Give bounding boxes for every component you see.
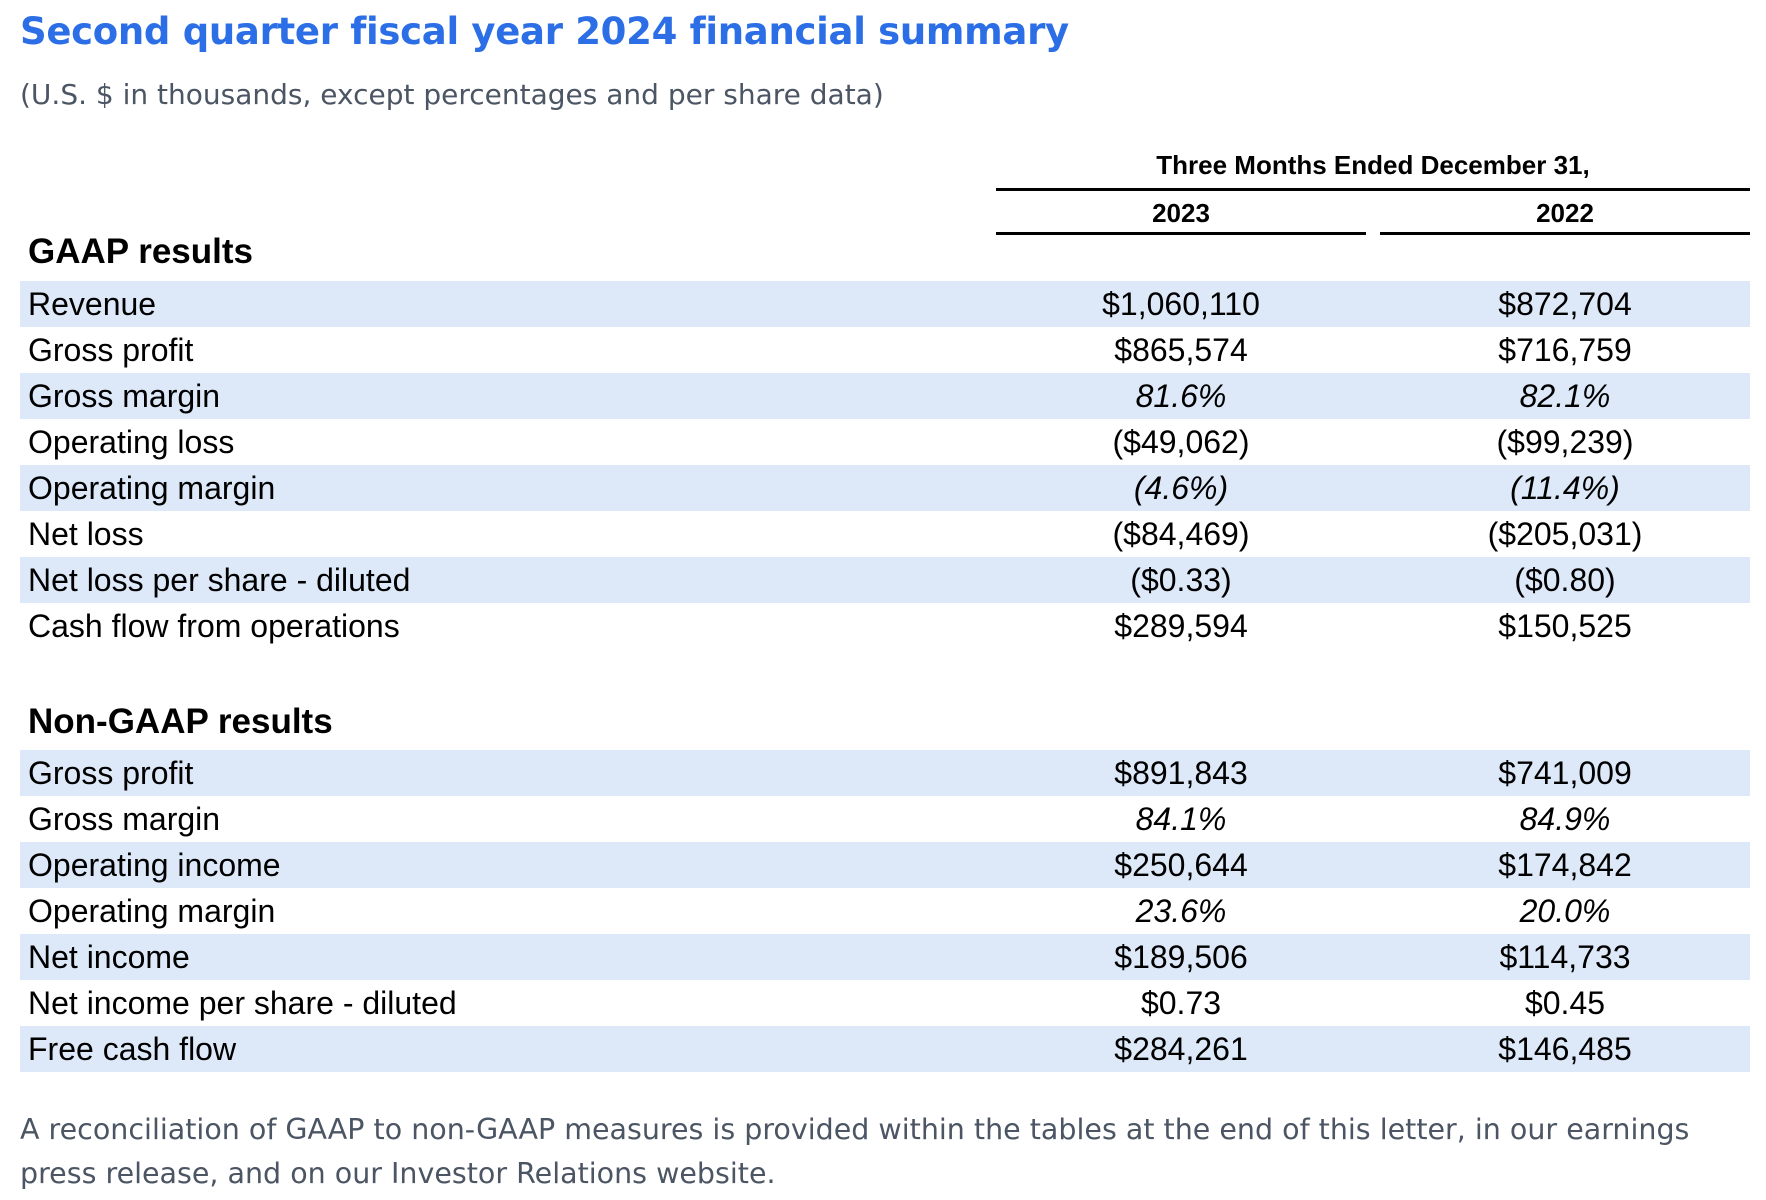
row-label: Gross margin: [28, 378, 221, 414]
table-row: Gross profit $891,843 $741,009: [20, 750, 1750, 796]
units-subtitle: (U.S. $ in thousands, except percentages…: [20, 78, 884, 111]
value-2023: $250,644: [1114, 847, 1248, 883]
row-label: Net income: [28, 939, 190, 975]
page-title: Second quarter fiscal year 2024 financia…: [20, 10, 1069, 53]
table-row: Operating income $250,644 $174,842: [20, 842, 1750, 888]
value-2022: $150,525: [1498, 608, 1632, 644]
table-row: Revenue $1,060,110 $872,704: [20, 281, 1750, 327]
table-row: Operating margin 23.6% 20.0%: [20, 888, 1750, 934]
value-2023: (4.6%): [1133, 470, 1229, 506]
value-2023: $891,843: [1114, 755, 1248, 791]
table-row: Net income $189,506 $114,733: [20, 934, 1750, 980]
row-label: Free cash flow: [28, 1031, 237, 1067]
row-label: Cash flow from operations: [28, 608, 400, 644]
value-2022: 84.9%: [1519, 801, 1611, 837]
column-header-2023: 2023: [1152, 198, 1210, 228]
table-row: Gross profit $865,574 $716,759: [20, 327, 1750, 373]
period-header: Three Months Ended December 31,: [1156, 150, 1590, 180]
gaap-section-title: GAAP results: [28, 232, 253, 271]
row-label: Operating income: [28, 847, 281, 883]
row-label: Revenue: [28, 286, 157, 322]
value-2023: $0.73: [1140, 985, 1222, 1021]
value-2022: ($99,239): [1496, 424, 1634, 460]
row-label: Operating margin: [28, 893, 276, 929]
table-row: Operating loss ($49,062) ($99,239): [20, 419, 1750, 465]
value-2022: 20.0%: [1519, 893, 1611, 929]
value-2022: $741,009: [1498, 755, 1632, 791]
value-2022: 82.1%: [1519, 378, 1611, 414]
value-2022: $174,842: [1498, 847, 1632, 883]
table-row: Operating margin (4.6%) (11.4%): [20, 465, 1750, 511]
row-label: Gross profit: [28, 332, 194, 368]
row-label: Net loss: [28, 516, 144, 552]
value-2022: ($205,031): [1487, 516, 1643, 552]
value-2022: $716,759: [1498, 332, 1632, 368]
row-label: Net income per share - diluted: [28, 985, 457, 1021]
table-row: Free cash flow $284,261 $146,485: [20, 1026, 1750, 1072]
column-rule-2022: [1380, 232, 1750, 235]
value-2022: $146,485: [1498, 1031, 1632, 1067]
table-row: Gross margin 81.6% 82.1%: [20, 373, 1750, 419]
value-2023: $865,574: [1114, 332, 1248, 368]
table-row: Net loss ($84,469) ($205,031): [20, 511, 1750, 557]
table-row: Net loss per share - diluted ($0.33) ($0…: [20, 557, 1750, 603]
non-gaap-table: Gross profit $891,843 $741,009 Gross mar…: [20, 750, 1750, 1072]
row-label: Gross profit: [28, 755, 194, 791]
gaap-table: Revenue $1,060,110 $872,704 Gross profit…: [20, 281, 1750, 649]
non-gaap-section-title: Non-GAAP results: [28, 702, 333, 741]
reconciliation-footnote: A reconciliation of GAAP to non-GAAP mea…: [20, 1113, 1690, 1190]
value-2023: ($0.33): [1130, 562, 1232, 598]
value-2023: ($49,062): [1112, 424, 1250, 460]
value-2023: 23.6%: [1135, 893, 1227, 929]
column-header-2022: 2022: [1536, 198, 1594, 228]
value-2022: $872,704: [1498, 286, 1632, 322]
value-2023: ($84,469): [1112, 516, 1250, 552]
value-2022: ($0.80): [1514, 562, 1616, 598]
column-rule-2023: [996, 232, 1366, 235]
row-label: Net loss per share - diluted: [28, 562, 411, 598]
value-2023: $1,060,110: [1102, 286, 1260, 322]
value-2023: $284,261: [1114, 1031, 1248, 1067]
row-label: Operating loss: [28, 424, 235, 460]
value-2022: $0.45: [1524, 985, 1606, 1021]
value-2022: (11.4%): [1510, 470, 1620, 506]
period-header-rule: [996, 188, 1750, 191]
table-row: Cash flow from operations $289,594 $150,…: [20, 603, 1750, 649]
value-2023: $289,594: [1114, 608, 1248, 644]
value-2023: 81.6%: [1135, 378, 1227, 414]
table-row: Net income per share - diluted $0.73 $0.…: [20, 980, 1750, 1026]
row-label: Gross margin: [28, 801, 221, 837]
value-2023: 84.1%: [1135, 801, 1227, 837]
table-row: Gross margin 84.1% 84.9%: [20, 796, 1750, 842]
row-label: Operating margin: [28, 470, 276, 506]
value-2023: $189,506: [1114, 939, 1248, 975]
value-2022: $114,733: [1499, 939, 1631, 975]
